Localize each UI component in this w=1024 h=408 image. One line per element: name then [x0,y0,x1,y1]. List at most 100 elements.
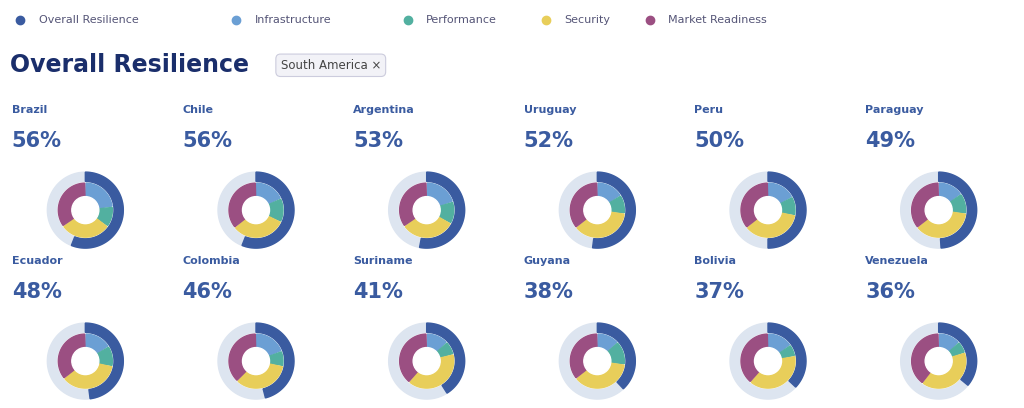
Polygon shape [86,183,112,208]
Polygon shape [919,212,966,237]
Polygon shape [389,172,465,248]
Polygon shape [58,183,85,225]
Text: 53%: 53% [353,131,403,151]
Polygon shape [218,323,294,399]
Polygon shape [559,323,635,399]
Polygon shape [427,323,465,393]
Polygon shape [420,172,465,248]
Polygon shape [65,364,112,388]
Text: Overall Resilience: Overall Resilience [10,53,249,77]
Polygon shape [97,347,113,366]
Text: Infrastructure: Infrastructure [255,15,331,25]
Text: 50%: 50% [694,131,744,151]
Polygon shape [577,212,624,237]
Polygon shape [593,172,635,248]
Polygon shape [236,216,281,237]
Polygon shape [950,195,966,213]
Polygon shape [399,334,426,381]
Polygon shape [780,198,795,215]
Polygon shape [911,334,938,383]
Text: 52%: 52% [523,131,573,151]
Text: 56%: 56% [11,131,61,151]
Polygon shape [741,183,768,227]
Polygon shape [598,183,620,203]
Polygon shape [229,183,256,227]
Polygon shape [438,202,454,222]
Text: South America ×: South America × [281,59,381,72]
Polygon shape [939,334,957,352]
Text: Chile: Chile [182,105,213,115]
Polygon shape [768,334,790,353]
Polygon shape [779,346,795,358]
Text: Market Readiness: Market Readiness [669,15,767,25]
Polygon shape [607,343,625,364]
Polygon shape [389,323,465,399]
Polygon shape [752,357,795,388]
Polygon shape [748,213,795,237]
Polygon shape [768,172,806,248]
Polygon shape [63,218,106,237]
Circle shape [413,197,440,224]
Polygon shape [570,183,597,227]
Polygon shape [238,364,283,388]
Polygon shape [427,183,453,206]
Polygon shape [86,334,108,354]
Circle shape [243,197,269,224]
Polygon shape [218,172,294,248]
Polygon shape [741,334,768,381]
Text: Paraguay: Paraguay [865,105,924,115]
Text: Performance: Performance [426,15,497,25]
Polygon shape [939,172,977,248]
Text: 48%: 48% [11,282,61,302]
Circle shape [925,348,952,375]
Polygon shape [268,352,283,366]
Text: 38%: 38% [523,282,573,302]
Text: Suriname: Suriname [353,256,413,266]
Polygon shape [410,355,454,388]
Polygon shape [597,323,635,389]
Text: Brazil: Brazil [11,105,47,115]
Polygon shape [72,172,123,248]
Circle shape [755,197,781,224]
Polygon shape [768,183,792,203]
Polygon shape [96,207,113,225]
Polygon shape [256,323,294,398]
Text: Colombia: Colombia [182,256,241,266]
Circle shape [72,348,99,375]
Polygon shape [577,363,624,388]
Polygon shape [939,323,977,385]
Polygon shape [256,183,281,204]
Text: 49%: 49% [865,131,915,151]
Text: Overall Resilience: Overall Resilience [39,15,138,25]
Circle shape [584,348,611,375]
Polygon shape [911,183,938,227]
Text: Bolivia: Bolivia [694,256,736,266]
Circle shape [755,348,781,375]
Polygon shape [427,334,445,352]
Circle shape [584,197,611,224]
Polygon shape [570,334,597,378]
Circle shape [243,348,269,375]
Polygon shape [609,196,625,213]
Polygon shape [229,334,256,380]
Polygon shape [924,353,966,388]
Polygon shape [242,172,294,248]
Polygon shape [268,199,283,221]
Polygon shape [256,334,281,356]
Polygon shape [47,172,123,248]
Polygon shape [58,334,85,378]
Polygon shape [901,172,977,248]
Polygon shape [85,323,123,399]
Circle shape [72,197,99,224]
Circle shape [925,197,952,224]
Text: Security: Security [564,15,609,25]
Polygon shape [768,323,806,387]
Polygon shape [559,172,635,248]
Polygon shape [399,183,426,225]
Polygon shape [437,343,453,357]
Polygon shape [730,172,806,248]
Polygon shape [949,343,965,357]
Polygon shape [730,323,806,399]
Text: 56%: 56% [182,131,232,151]
Polygon shape [901,323,977,399]
